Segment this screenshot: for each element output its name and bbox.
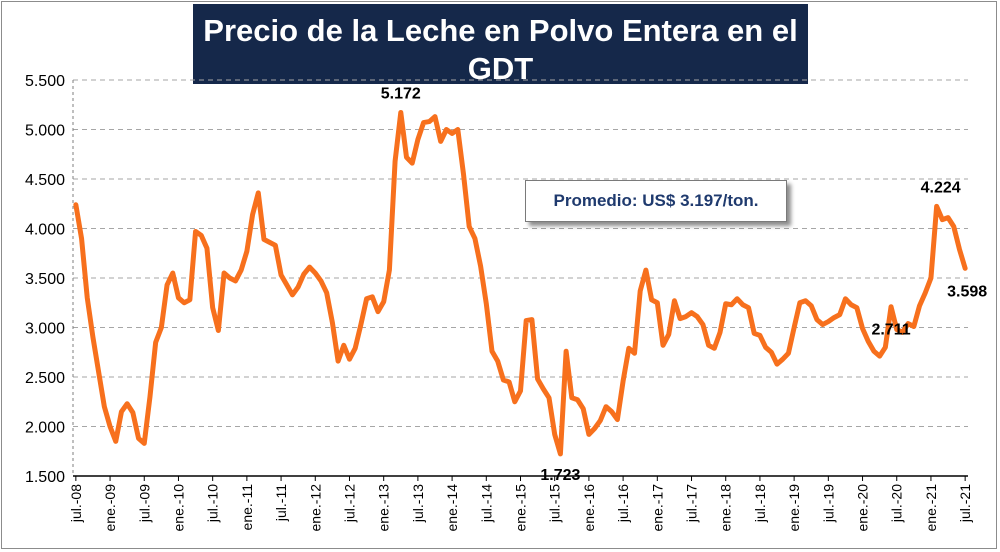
x-tick-label: ene.-17 — [649, 484, 665, 532]
x-tick-label: ene.-16 — [581, 484, 597, 532]
x-tick-label: jul.-09 — [136, 484, 152, 523]
axis-layer: 1.500 2.000 2.500 3.000 3.500 4.000 4.500 5.000… — [25, 73, 973, 531]
x-tick-label: ene.-15 — [513, 484, 529, 532]
x-tick-label: jul.-12 — [341, 484, 357, 523]
x-tick-label: ene.-12 — [307, 484, 323, 532]
x-tick-label: jul.-11 — [273, 484, 289, 522]
data-label: 1.723 — [540, 467, 580, 484]
y-tick-label: 4.000 — [25, 222, 65, 239]
price-series-line — [73, 109, 968, 457]
x-tick-label: ene.-11 — [239, 484, 255, 531]
x-tick-label: jul.-16 — [615, 484, 631, 523]
y-tick-label: 1.500 — [25, 469, 65, 486]
y-tick-label: 2.000 — [25, 420, 65, 437]
x-tick-label: ene.-19 — [786, 484, 802, 532]
y-tick-label: 3.000 — [25, 321, 65, 338]
average-annotation: Promedio: US$ 3.197/ton. — [525, 180, 787, 222]
data-label: 4.224 — [921, 179, 961, 196]
x-tick-label: ene.-10 — [170, 484, 186, 532]
x-tick-label: jul.-14 — [478, 484, 494, 523]
x-tick-label: ene.-13 — [376, 484, 392, 532]
x-tick-label: jul.-08 — [68, 484, 84, 523]
x-tick-label: ene.-18 — [718, 484, 734, 532]
y-tick-label: 3.500 — [25, 271, 65, 288]
data-label: 2.711 — [871, 322, 910, 339]
x-tick-label: jul.-21 — [957, 484, 973, 523]
data-label-layer: 5.172 1.723 2.711 4.224 3.598 — [381, 85, 988, 483]
x-tick-label: jul.-17 — [684, 484, 700, 523]
chart-subtitle: - promedio mensual - — [401, 89, 600, 112]
x-tick-label: ene.-14 — [444, 484, 460, 532]
y-tick-label: 2.500 — [25, 370, 65, 387]
x-tick-label: jul.-19 — [820, 484, 836, 523]
x-tick-label: jul.-10 — [205, 484, 221, 523]
y-tick-label: 4.500 — [25, 172, 65, 189]
y-tick-label: 5.500 — [25, 73, 65, 90]
x-tick-label: jul.-18 — [752, 484, 768, 523]
x-tick-label: jul.-13 — [410, 484, 426, 523]
x-tick-label: jul.-15 — [547, 484, 563, 523]
x-tick-label: ene.-21 — [923, 484, 939, 532]
y-tick-label: 5.000 — [25, 123, 65, 140]
data-label: 5.172 — [381, 85, 421, 102]
x-tick-label: ene.-20 — [855, 484, 871, 532]
x-tick-label: jul.-20 — [889, 484, 905, 523]
series-layer — [73, 109, 968, 457]
data-label: 3.598 — [947, 283, 987, 300]
x-tick-label: ene.-09 — [102, 484, 118, 532]
